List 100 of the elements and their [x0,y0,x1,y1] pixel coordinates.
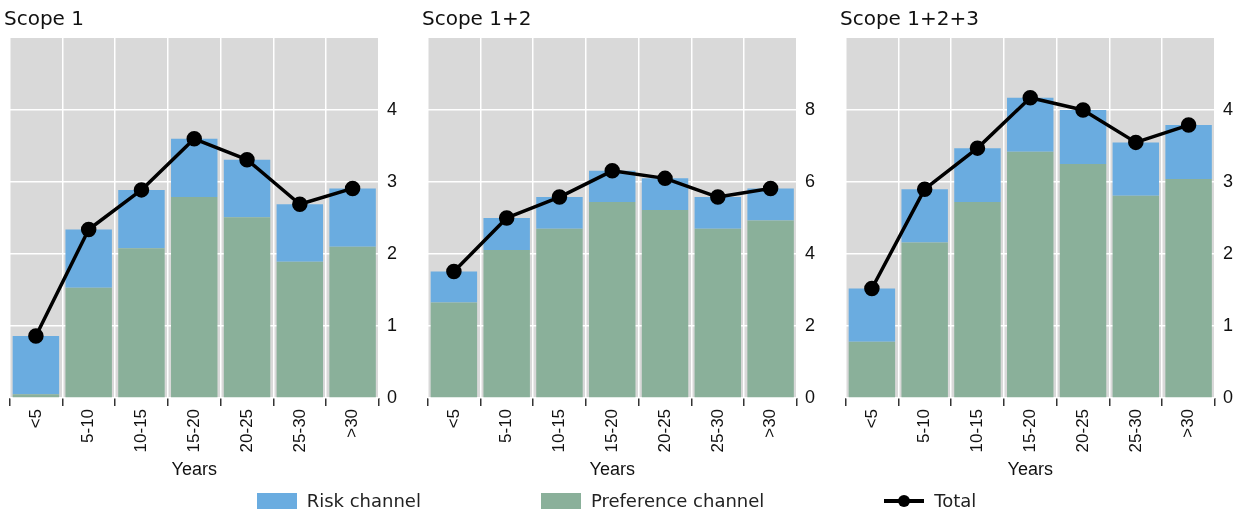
point [186,131,202,147]
bar [223,217,271,398]
x-tick-label: 20-25 [654,408,674,453]
point [864,280,880,297]
bar [329,188,376,247]
y-tick-label: 0 [386,386,397,407]
x-tick-label: 25-30 [1125,408,1145,453]
bar [483,249,530,398]
bar [1165,125,1212,180]
bar [171,197,218,398]
bar [1007,151,1054,398]
x-tick-label: 5-10 [914,408,934,443]
bar [848,288,896,342]
y-tick-label: 2 [804,314,815,335]
y-tick-label: 4 [804,242,815,263]
bar [694,228,742,398]
point [498,210,515,226]
point [292,196,308,213]
chart-title: Scope 1 [4,6,85,31]
bar [430,271,478,303]
x-tick-label: 20-25 [1072,408,1092,453]
x-axis-title: Years [589,459,635,480]
x-tick-label: 10-15 [549,408,569,453]
x-tick-label: 10-15 [967,408,987,453]
bar [1059,163,1107,398]
point [1128,134,1144,151]
x-tick-label: 5-10 [496,408,516,443]
y-tick-label: 0 [1222,386,1233,407]
x-tick-label: 10-15 [131,408,151,453]
x-axis-title: Years [171,459,217,480]
point [1022,90,1038,106]
point [604,163,620,179]
y-tick-label: 6 [804,170,815,191]
x-tick-label: 15-20 [1019,408,1039,453]
bar [848,341,896,398]
bar [1112,142,1160,196]
point [1075,102,1091,118]
y-tick-label: 3 [386,170,397,191]
point [1180,117,1197,133]
point [916,181,933,197]
legend-label: Total [934,490,977,511]
chart-title: Scope 1+2+3 [840,6,979,31]
bar [747,220,794,398]
bar [65,229,112,288]
bar [171,138,218,198]
bar [1112,195,1160,398]
bar [276,204,324,262]
x-tick-label: 15-20 [183,408,203,453]
bar [118,189,165,249]
y-tick-label: 4 [386,98,397,119]
y-tick-label: 4 [1222,98,1233,119]
bar [954,202,1001,398]
bar [430,302,478,398]
x-tick-label: <5 [861,408,881,429]
point [710,189,726,205]
point [446,263,462,280]
bar [329,246,376,398]
bar [1059,109,1107,164]
point [28,328,44,344]
x-tick-label: 15-20 [601,408,621,453]
bar [1165,179,1212,398]
x-tick-label: 20-25 [236,408,256,453]
bar [223,159,271,218]
bar [694,197,742,229]
bar [1007,97,1054,152]
point [657,170,673,187]
bar [901,189,948,243]
legend-label: Preference channel [590,490,765,511]
y-tick-label: 2 [1222,242,1233,263]
y-tick-label: 0 [804,386,815,407]
bar [12,394,60,398]
point [133,182,150,198]
bar [954,148,1001,203]
y-tick-label: 2 [386,242,397,263]
x-tick-label: <5 [25,408,45,429]
x-tick-label: 25-30 [289,408,309,453]
y-tick-label: 1 [1222,314,1233,335]
point [551,189,568,205]
x-tick-label: 25-30 [707,408,727,453]
bar [901,242,948,398]
x-tick-label: 5-10 [78,408,98,443]
legend-label: Risk channel [306,490,421,511]
bar [118,248,165,398]
point [80,221,97,238]
point [344,180,361,197]
x-axis-title: Years [1007,459,1053,480]
x-tick-label: >30 [760,408,780,438]
bar [641,210,689,398]
point [969,140,986,156]
y-tick-label: 3 [1222,170,1233,191]
bar [589,202,636,398]
point [762,180,779,197]
y-tick-label: 1 [386,314,397,335]
x-tick-label: >30 [342,408,362,438]
bar [12,336,60,395]
bar [536,228,583,398]
y-tick-label: 8 [804,98,815,119]
point [239,151,255,168]
x-tick-label: <5 [443,408,463,429]
bar [65,287,112,398]
